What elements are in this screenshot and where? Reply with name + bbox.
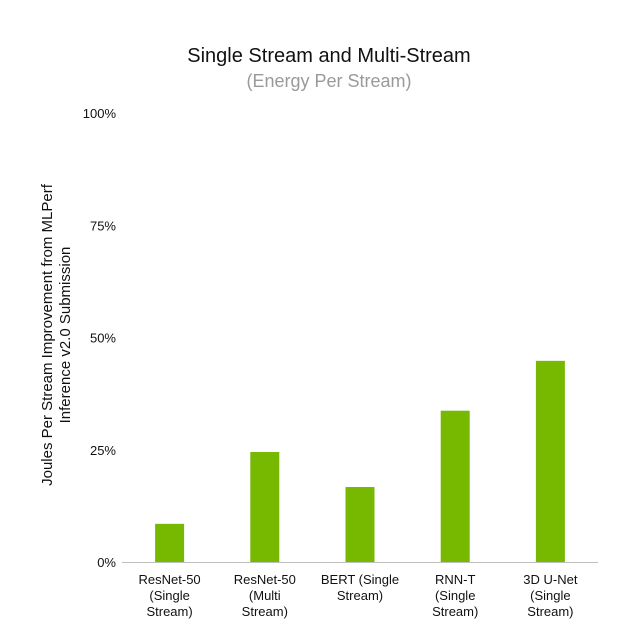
x-category-label-line: Stream) [242, 604, 288, 619]
y-axis-label-line-1: Joules Per Stream Improvement from MLPer… [39, 183, 56, 486]
bar [535, 360, 565, 562]
y-axis-ticks: 0% 25% 50% 75% 100% [83, 106, 117, 570]
y-axis-label-line-2: Inference v2.0 Submission [57, 247, 74, 424]
x-category-label: BERT (Single Stream) [321, 572, 399, 603]
x-category-label-line: Stream) [337, 588, 383, 603]
x-category-label-line: (Multi [249, 588, 281, 603]
chart-title: Single Stream and Multi-Stream [187, 45, 470, 67]
y-tick-label: 100% [83, 106, 117, 121]
y-axis-label: Joules Per Stream Improvement from MLPer… [39, 183, 74, 486]
x-category-label: ResNet-50 (Single Stream) [139, 572, 201, 619]
x-category-label-line: 3D U-Net [523, 572, 578, 587]
bar [440, 410, 470, 562]
x-axis-categories: ResNet-50 (Single Stream)ResNet-50 (Multi St… [139, 572, 578, 619]
x-category-label-line: (Single [149, 588, 189, 603]
x-category-label-line: ResNet-50 [234, 572, 296, 587]
x-category-label-line: (Single [435, 588, 475, 603]
x-category-label-line: Stream) [527, 604, 573, 619]
y-tick-label: 75% [90, 218, 116, 233]
x-category-label: RNN-T (Single Stream) [432, 572, 478, 619]
bar [250, 451, 280, 562]
x-category-label-line: Stream) [146, 604, 192, 619]
x-category-label-line: RNN-T [435, 572, 475, 587]
x-category-label-line: (Single [530, 588, 570, 603]
x-category-label-line: ResNet-50 [139, 572, 201, 587]
y-tick-label: 25% [90, 443, 116, 458]
y-tick-label: 0% [97, 555, 116, 570]
x-category-label-line: BERT (Single [321, 572, 399, 587]
y-tick-label: 50% [90, 331, 116, 346]
x-category-label-line: Stream) [432, 604, 478, 619]
bar [345, 487, 375, 562]
x-category-label: 3D U-Net (Single Stream) [523, 572, 578, 619]
bar [155, 523, 185, 562]
bars [155, 360, 565, 562]
x-category-label: ResNet-50 (Multi Stream) [234, 572, 296, 619]
chart-subtitle: (Energy Per Stream) [246, 71, 411, 91]
